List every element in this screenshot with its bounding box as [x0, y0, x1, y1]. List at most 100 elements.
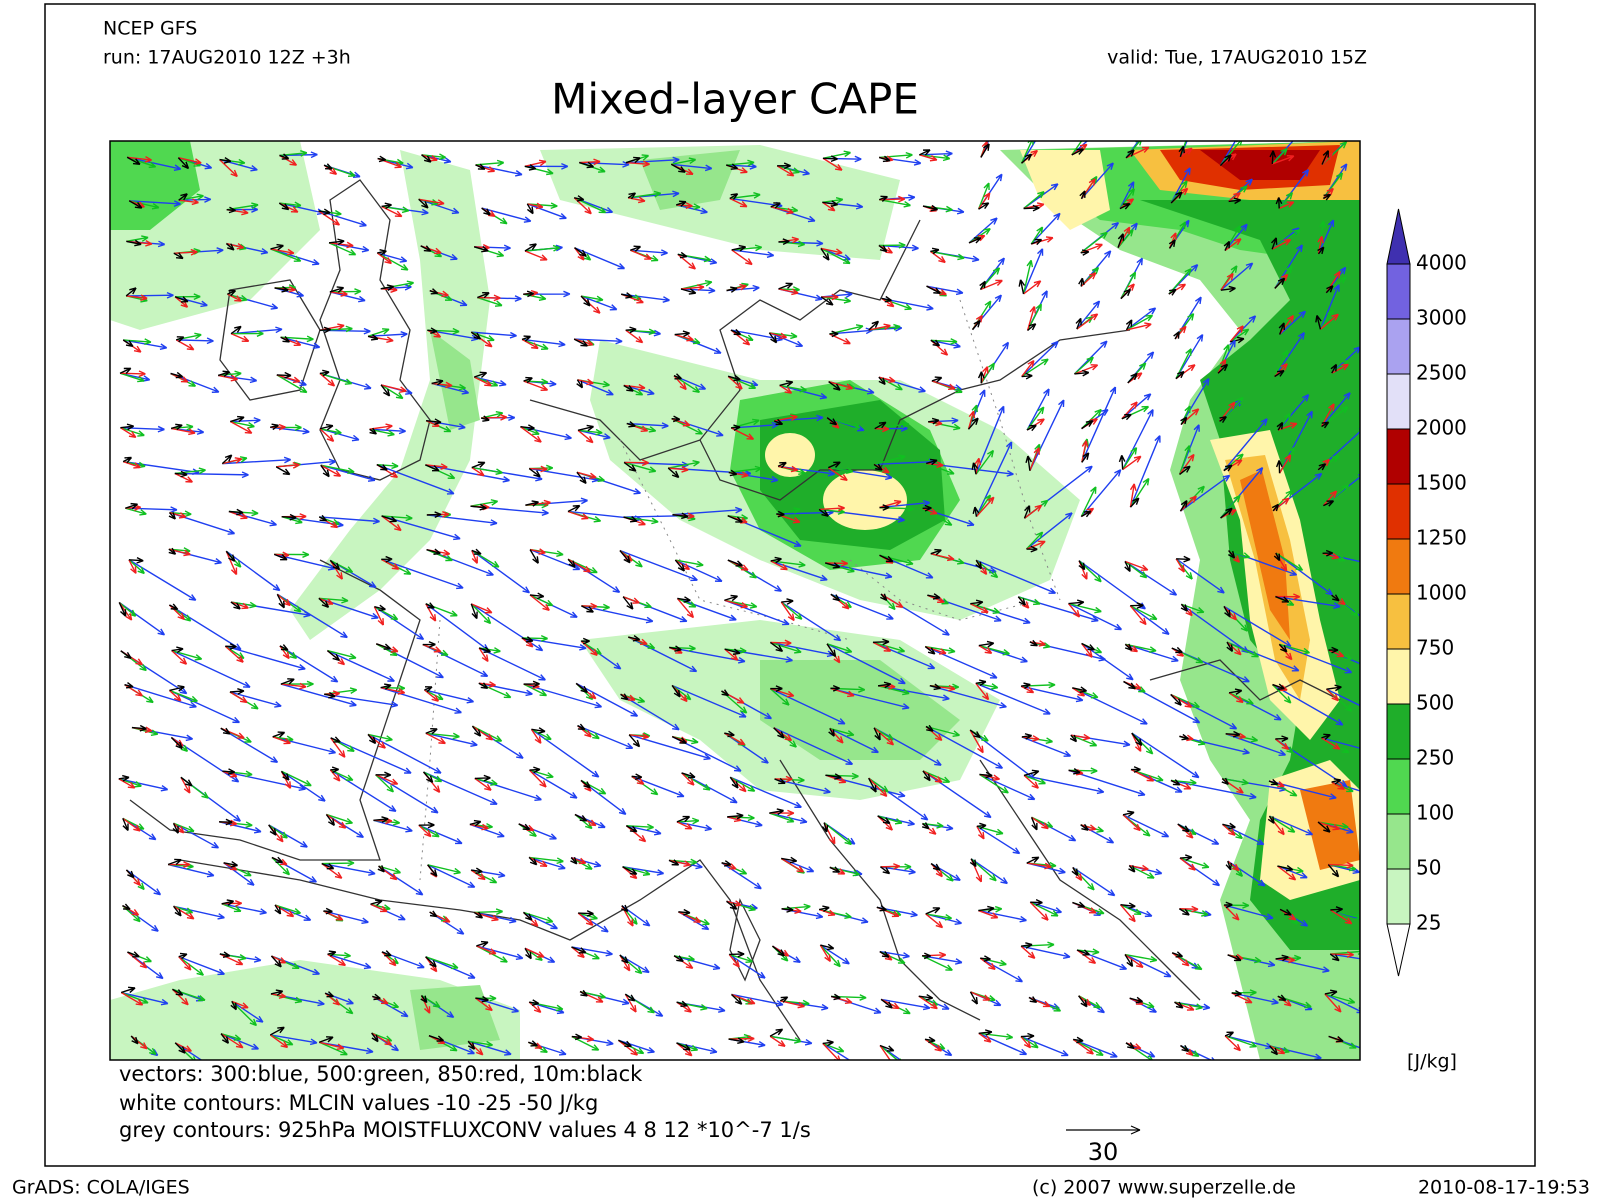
- wind-arrow: [571, 946, 587, 954]
- wind-arrow: [826, 417, 838, 426]
- wind-arrow: [676, 598, 695, 619]
- wind-arrow: [969, 991, 978, 1005]
- wind-arrow: [473, 911, 484, 919]
- wind-arrow: [230, 417, 261, 424]
- wind-arrow: [623, 461, 637, 472]
- wind-arrow: [220, 727, 279, 763]
- wind-arrow: [523, 293, 547, 301]
- wind-arrow: [477, 296, 503, 307]
- wind-arrow: [622, 866, 638, 875]
- wind-arrow: [570, 856, 578, 865]
- wind-arrow: [1026, 531, 1044, 550]
- wind-arrow: [528, 1040, 538, 1047]
- wind-arrow: [827, 467, 848, 482]
- wind-arrow: [270, 989, 284, 996]
- wind-arrow: [780, 601, 795, 622]
- wind-arrow: [122, 817, 141, 832]
- borders: [419, 299, 1061, 881]
- wind-arrow: [727, 515, 743, 523]
- wind-arrow: [1068, 768, 1081, 775]
- wind-arrow: [227, 293, 242, 302]
- wind-arrow: [1123, 680, 1136, 690]
- wind-arrow: [318, 596, 349, 604]
- wind-arrow: [574, 247, 587, 257]
- wind-arrow: [625, 329, 644, 344]
- wind-arrow: [1315, 315, 1322, 330]
- wind-arrow: [1078, 277, 1085, 287]
- wind-arrow: [571, 946, 613, 957]
- wind-arrow: [922, 952, 931, 960]
- wind-arrow: [822, 200, 839, 208]
- wind-arrow: [373, 606, 385, 626]
- wind-arrow: [418, 824, 432, 838]
- wind-arrow: [577, 378, 594, 386]
- wind-arrow: [528, 467, 541, 478]
- wind-arrow: [521, 335, 532, 342]
- wind-arrow: [628, 635, 641, 642]
- wind-arrow: [424, 689, 440, 702]
- wind-arrow: [731, 249, 753, 266]
- wind-arrow: [575, 682, 639, 717]
- wind-arrow: [919, 149, 931, 156]
- wind-arrow: [478, 681, 496, 688]
- wind-arrow: [879, 195, 888, 202]
- wind-arrow: [381, 555, 393, 563]
- wind-arrow: [1026, 306, 1036, 331]
- wind-arrow: [671, 163, 713, 172]
- wind-arrow: [226, 242, 245, 250]
- wind-arrow: [178, 952, 188, 960]
- wind-arrow: [227, 289, 237, 297]
- wind-arrow: [427, 864, 461, 875]
- wind-arrow: [820, 296, 834, 306]
- wind-arrow: [1081, 420, 1094, 430]
- wind-arrow: [120, 991, 149, 1004]
- wind-arrow: [269, 1034, 289, 1049]
- wind-arrow: [426, 511, 442, 519]
- wind-arrow: [830, 684, 840, 692]
- wind-arrow: [1072, 686, 1088, 693]
- wind-arrow: [680, 284, 705, 291]
- wind-arrow: [1125, 149, 1135, 159]
- wind-arrow: [975, 441, 1013, 517]
- wind-arrow: [676, 1042, 718, 1054]
- wind-arrow: [279, 645, 339, 683]
- wind-arrow: [577, 379, 614, 396]
- wind-arrow: [1029, 640, 1046, 647]
- wind-arrow: [829, 866, 861, 877]
- wind-arrow: [1224, 1035, 1241, 1052]
- wind-arrow: [1226, 641, 1300, 672]
- wind-arrow: [1080, 823, 1089, 831]
- wind-arrow: [929, 685, 1007, 709]
- wind-arrow: [369, 427, 406, 435]
- wind-arrow: [1331, 781, 1360, 792]
- colorbar-swatch: [1386, 318, 1411, 375]
- wind-arrow: [769, 1035, 786, 1047]
- wind-arrow: [420, 995, 428, 1004]
- wind-arrow: [1069, 734, 1078, 743]
- wind-arrow: [270, 423, 279, 431]
- wind-arrow: [729, 776, 756, 792]
- wind-arrow: [576, 471, 587, 485]
- wind-arrow: [328, 238, 345, 246]
- wind-arrow: [173, 905, 194, 914]
- wind-arrow: [1325, 285, 1334, 294]
- wind-arrow: [729, 193, 739, 200]
- wind-arrow: [276, 593, 291, 607]
- colorbar-label: 500: [1416, 691, 1454, 715]
- wind-arrow: [729, 950, 745, 958]
- wind-arrow: [325, 814, 336, 826]
- wind-arrow: [975, 679, 987, 686]
- wind-arrow: [178, 955, 225, 976]
- wind-arrow: [1127, 372, 1138, 384]
- wind-arrow: [1176, 555, 1191, 563]
- wind-arrow: [1120, 288, 1132, 300]
- wind-arrow: [1279, 643, 1353, 674]
- wind-arrow: [1330, 363, 1338, 374]
- wind-arrow: [769, 332, 804, 348]
- wind-arrow: [1122, 814, 1141, 832]
- wind-arrow: [671, 157, 697, 165]
- wind-arrow: [477, 294, 501, 302]
- wind-arrow: [521, 637, 587, 651]
- wind-arrow: [381, 202, 392, 210]
- wind-arrow: [622, 596, 634, 610]
